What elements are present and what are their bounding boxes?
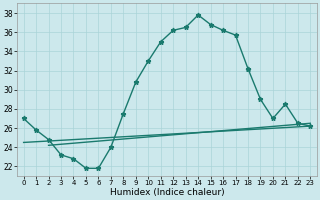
X-axis label: Humidex (Indice chaleur): Humidex (Indice chaleur): [110, 188, 224, 197]
